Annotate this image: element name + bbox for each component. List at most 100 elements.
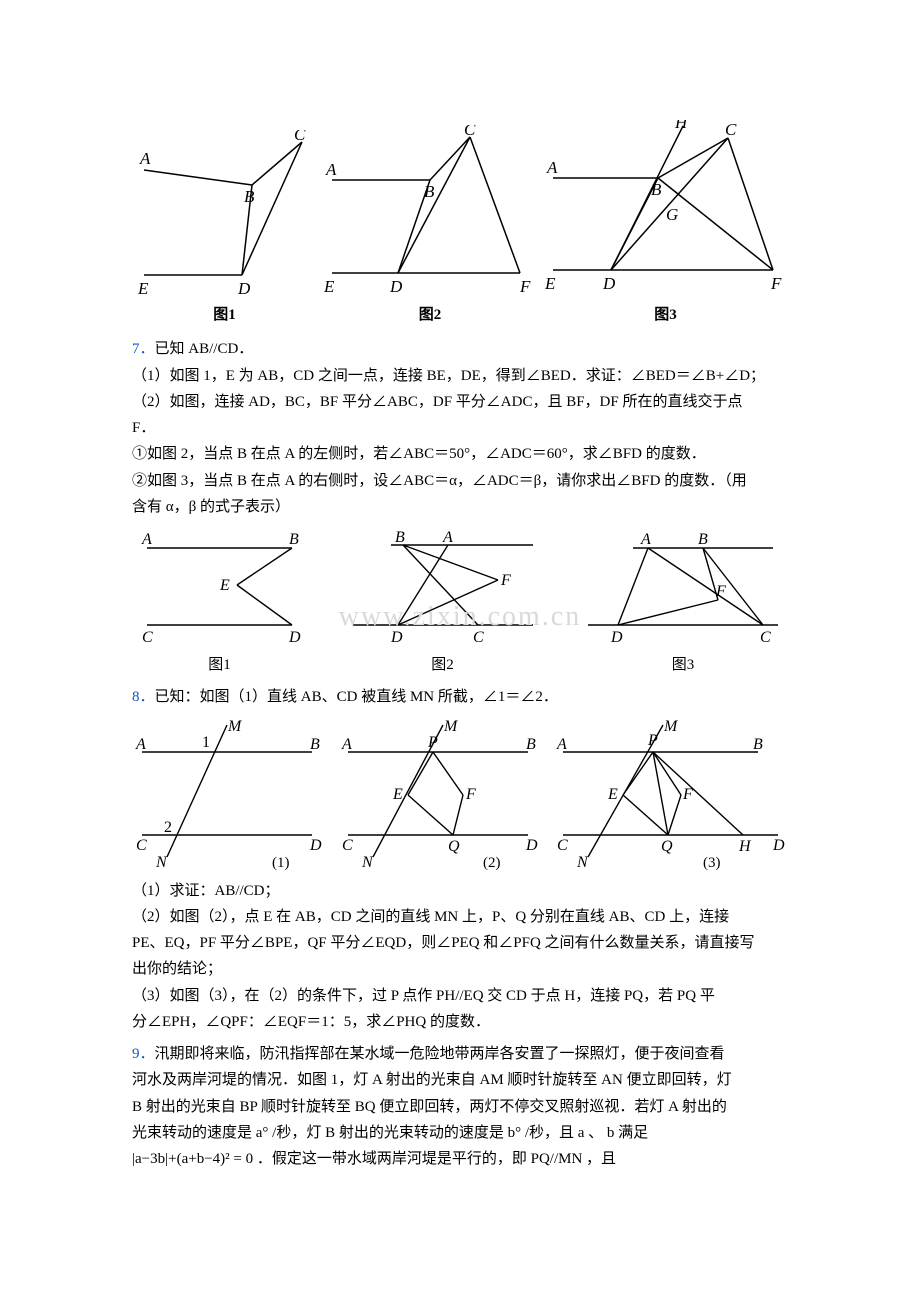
q7-number: 7． [132, 341, 155, 357]
figure-top-1: A B C D E 图1 [132, 130, 317, 328]
q7-p3: ①如图 2，当点 B 在点 A 的左侧时，若∠ABC＝50°，∠ADC＝60°，… [132, 441, 788, 467]
q8-p4: 出你的结论； [132, 956, 788, 982]
svg-text:A: A [442, 530, 453, 546]
q7-p5: 含有 α，β 的式子表示） [132, 494, 788, 520]
svg-text:E: E [323, 277, 335, 296]
fig2-svg: A B C D E F [320, 125, 540, 300]
question-7: 7．已知 AB//CD． （1）如图 1，E 为 AB，CD 之间一点，连接 B… [132, 336, 788, 520]
q9-number: 9． [132, 1046, 155, 1062]
figures-top-row: A B C D E 图1 [132, 120, 788, 328]
figures-bot-row: A B C D M N 1 2 (1) [132, 717, 788, 872]
fig-mid-1-caption: 图1 [208, 652, 231, 678]
svg-text:Q: Q [661, 838, 673, 855]
q7-p1: （1）如图 1，E 为 AB，CD 之间一点，连接 BE，DE，得到∠BED．求… [132, 363, 788, 389]
svg-text:1: 1 [202, 734, 210, 751]
mid-fig3-svg: A B C D F [578, 530, 788, 650]
svg-text:M: M [663, 718, 679, 735]
svg-text:E: E [544, 274, 556, 293]
figure-mid-1: A B C D E 图1 [132, 530, 307, 678]
svg-text:M: M [443, 718, 459, 735]
mid-fig1-svg: A B C D E [132, 530, 307, 650]
fig1-svg: A B C D E [132, 130, 317, 300]
q8-number: 8． [132, 689, 155, 705]
svg-text:M: M [227, 718, 243, 735]
question-8-body: （1）求证：AB//CD； （2）如图（2），点 E 在 AB，CD 之间的直线… [132, 878, 788, 1036]
q7-p4: ②如图 3，当点 B 在点 A 的右侧时，设∠ABC＝α，∠ADC＝β，请你求出… [132, 468, 788, 494]
svg-text:E: E [607, 786, 618, 803]
svg-text:N: N [576, 854, 589, 871]
q9-p3: B 射出的光束自 BP 顺时针旋转至 BQ 便立即回转，两灯不停交叉照射巡视．若… [132, 1094, 788, 1120]
svg-text:F: F [770, 274, 782, 293]
svg-text:C: C [557, 837, 568, 854]
svg-text:D: D [389, 277, 403, 296]
q9-p1: 汛期即将来临，防汛指挥部在某水域一危险地带两岸各安置了一探照灯，便于夜间查看 [155, 1046, 725, 1062]
figure-bot-1: A B C D M N 1 2 (1) [132, 717, 332, 872]
svg-text:F: F [682, 786, 693, 803]
svg-text:A: A [546, 158, 558, 177]
bot-fig1-svg: A B C D M N 1 2 (1) [132, 717, 332, 872]
svg-text:D: D [309, 837, 322, 854]
svg-text:F: F [500, 572, 511, 589]
svg-text:A: A [640, 531, 651, 548]
svg-text:F: F [715, 583, 726, 600]
svg-text:E: E [219, 577, 230, 594]
svg-text:A: A [139, 149, 151, 168]
q8-p5: （3）如图（3），在（2）的条件下，过 P 点作 PH//EQ 交 CD 于点 … [132, 983, 788, 1009]
bot-fig3-svg: A B C D M N P Q E F H (3) [553, 717, 788, 872]
svg-text:C: C [464, 125, 476, 139]
fig3-svg: A B C D E F G H [543, 120, 788, 300]
figure-mid-2: A B C D F 图2 [343, 530, 543, 678]
svg-text:A: A [141, 531, 152, 548]
svg-text:A: A [135, 736, 146, 753]
svg-text:F: F [519, 277, 531, 296]
fig-mid-2-caption: 图2 [431, 652, 454, 678]
svg-text:C: C [473, 629, 484, 646]
svg-text:D: D [610, 629, 623, 646]
svg-text:Q: Q [448, 838, 460, 855]
svg-text:B: B [244, 187, 255, 206]
q9-p2: 河水及两岸河堤的情况．如图 1，灯 A 射出的光束自 AM 顺时针旋转至 AN … [132, 1067, 788, 1093]
svg-text:D: D [237, 279, 251, 298]
svg-text:B: B [424, 182, 435, 201]
q8-p6: 分∠EPH，∠QPF：∠EQF＝1：5，求∠PHQ 的度数． [132, 1009, 788, 1035]
q9-p5: |a−3b|+(a+b−4)² = 0 ．假定这一带水域两岸河堤是平行的，即 P… [132, 1146, 788, 1172]
svg-text:F: F [465, 786, 476, 803]
svg-text:B: B [753, 736, 763, 753]
svg-text:C: C [142, 629, 153, 646]
svg-text:D: D [602, 274, 616, 293]
svg-text:B: B [289, 531, 299, 548]
svg-text:E: E [137, 279, 149, 298]
svg-text:B: B [526, 736, 536, 753]
svg-text:(2): (2) [483, 855, 501, 871]
svg-text:G: G [666, 205, 678, 224]
q8-p1: （1）求证：AB//CD； [132, 878, 788, 904]
figures-mid-wrapper: www.zixin.com.cn A B C D E [132, 530, 788, 678]
svg-text:B: B [651, 180, 662, 199]
svg-text:C: C [342, 837, 353, 854]
question-8: 8．已知：如图（1）直线 AB、CD 被直线 MN 所截，∠1＝∠2． [132, 684, 788, 710]
svg-text:N: N [155, 854, 168, 871]
svg-text:P: P [427, 734, 438, 751]
fig-top-1-caption: 图1 [213, 302, 236, 328]
svg-text:D: D [772, 837, 785, 854]
svg-text:D: D [390, 629, 403, 646]
q7-p2b: F． [132, 415, 788, 441]
figure-top-2: A B C D E F 图2 [320, 125, 540, 328]
figure-top-3: A B C D E F G H 图3 [543, 120, 788, 328]
svg-text:P: P [647, 732, 658, 749]
svg-text:B: B [698, 531, 708, 548]
question-9: 9．汛期即将来临，防汛指挥部在某水域一危险地带两岸各安置了一探照灯，便于夜间查看… [132, 1041, 788, 1172]
svg-text:D: D [525, 837, 538, 854]
svg-text:N: N [361, 854, 374, 871]
svg-text:C: C [725, 120, 737, 139]
svg-text:C: C [136, 837, 147, 854]
bot-fig2-svg: A B C D M N P Q E F (2) [338, 717, 548, 872]
svg-text:H: H [738, 838, 752, 855]
figure-bot-3: A B C D M N P Q E F H (3) [553, 717, 788, 872]
svg-text:D: D [288, 629, 301, 646]
q7-intro: 已知 AB//CD． [155, 341, 254, 357]
svg-text:C: C [760, 629, 771, 646]
svg-text:(1): (1) [272, 855, 290, 871]
svg-text:A: A [556, 736, 567, 753]
q7-p2a: （2）如图，连接 AD，BC，BF 平分∠ABC，DF 平分∠ADC，且 BF，… [132, 389, 788, 415]
